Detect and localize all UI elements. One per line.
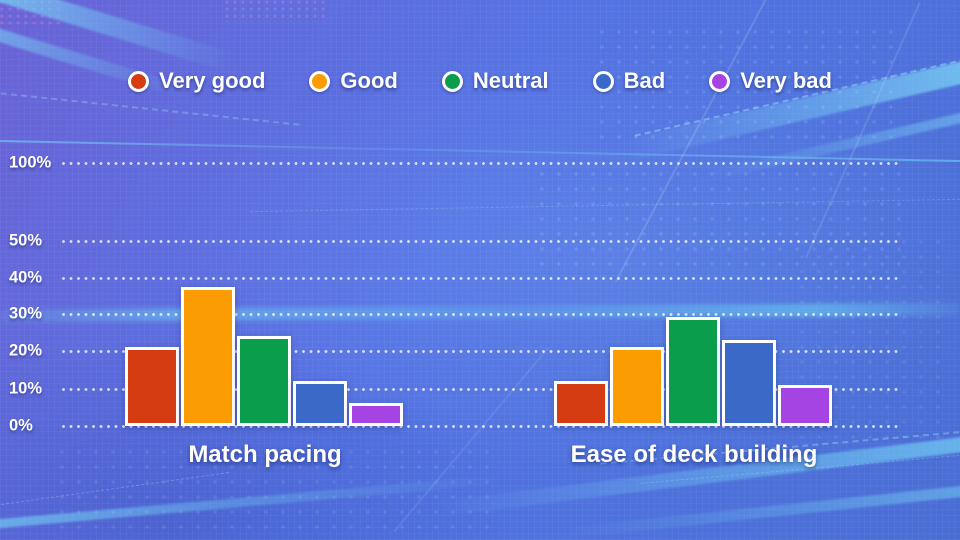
bar-neutral	[237, 336, 291, 426]
gridline	[62, 350, 902, 353]
y-tick-label: 50%	[9, 231, 43, 250]
dashed-line-bottomright-2	[640, 453, 960, 484]
gridline	[62, 388, 902, 391]
legend-item: Very good	[128, 70, 265, 92]
dot-patch-midright	[540, 172, 900, 272]
bar-very-bad	[778, 385, 832, 426]
legend-swatch-icon	[709, 70, 731, 92]
y-tick-label: 40%	[9, 268, 43, 287]
legend-label: Very bad	[740, 68, 832, 93]
dashed-line-bottomleft	[1, 471, 229, 506]
legend-swatch-icon	[309, 70, 331, 92]
legend-label: Very good	[159, 68, 266, 93]
bar-good	[181, 287, 235, 426]
bar-neutral	[666, 317, 720, 426]
dot-patch-bottom	[60, 450, 490, 530]
bar-good	[610, 347, 664, 426]
y-tick-label: 0%	[9, 416, 33, 435]
cyan-line-upper	[0, 139, 960, 163]
cyan-sweep-topright-2	[703, 95, 960, 183]
bar-very-good	[554, 381, 608, 426]
legend-label: Good	[340, 68, 398, 93]
cyan-sweep-topright-1	[622, 45, 960, 161]
y-tick-label: 30%	[9, 304, 43, 323]
legend-item: Very bad	[709, 70, 832, 92]
gridline	[62, 240, 902, 243]
group-label: Match pacing	[188, 441, 342, 468]
bar-bad	[722, 340, 776, 426]
white-hairline-1	[615, 0, 767, 282]
gridline	[62, 425, 902, 428]
legend-item: Neutral	[441, 68, 549, 93]
dashed-line-bottomright-1	[600, 429, 960, 465]
gridline	[62, 162, 902, 165]
gridline	[62, 313, 902, 316]
pink-dots-top	[225, 0, 325, 22]
legend-label: Bad	[623, 68, 666, 93]
bar-bad	[293, 381, 347, 426]
dashed-line-upper	[250, 198, 960, 213]
y-tick-label: 20%	[9, 341, 43, 360]
cyan-glow-band-middle	[0, 302, 960, 323]
cyan-streak-bottomleft	[0, 475, 500, 530]
legend-swatch-icon	[592, 70, 614, 92]
group-label: Ease of deck building	[570, 441, 818, 468]
legend: Very good Good Neutral Bad Very bad	[0, 64, 960, 98]
legend-item: Bad	[592, 68, 666, 93]
legend-swatch-icon	[128, 70, 150, 92]
white-hairline-3	[393, 347, 549, 533]
pink-dots-topleft	[0, 0, 62, 26]
y-tick-label: 10%	[9, 379, 43, 398]
legend-swatch-icon	[441, 70, 463, 92]
bar-very-good	[125, 347, 179, 426]
white-hairline-2	[805, 1, 921, 259]
cyan-sweep-bottomright-2	[560, 482, 960, 539]
cyan-sweep-bottomright-1	[431, 433, 960, 518]
gridline	[62, 277, 902, 280]
cyan-streak-topleft-1	[0, 0, 238, 74]
legend-label: Neutral	[472, 68, 549, 93]
y-tick-label: 100%	[9, 153, 52, 172]
dot-patch-right	[800, 240, 940, 440]
bar-very-bad	[349, 403, 403, 426]
legend-item: Good	[309, 68, 398, 93]
